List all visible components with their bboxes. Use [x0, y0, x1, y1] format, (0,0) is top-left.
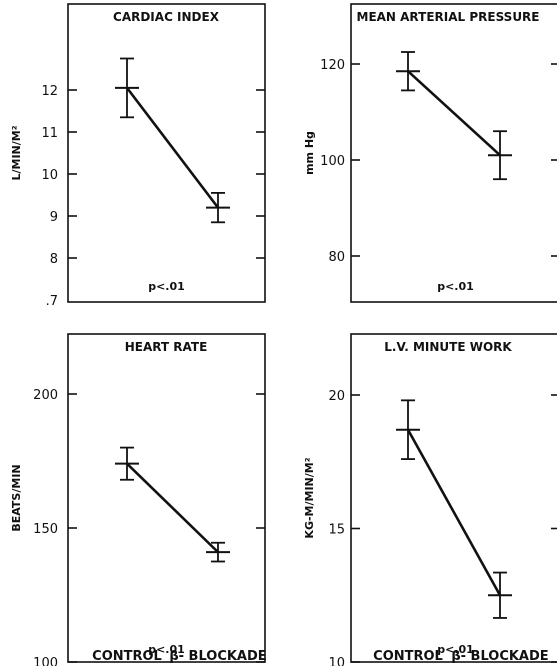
y-tick-label: 11	[41, 126, 58, 141]
y-tick-label: 20	[328, 389, 345, 404]
x-category-label: CONTROL	[92, 649, 162, 664]
panel-4: 10 15 20 L.V. MINUTE WORK KG-M/MIN/M² p<.01	[303, 333, 557, 666]
y-axis-label: KG-M/MIN/M²	[303, 457, 316, 538]
y-tick-label: 200	[33, 388, 58, 403]
chart-title: HEART RATE	[125, 340, 208, 354]
plot-frame	[350, 3, 557, 303]
y-axis-label: BEATS/MIN	[10, 464, 23, 531]
panel-3: 100 150 200 HEART RATE BEATS/MIN p<.01	[10, 333, 266, 666]
x-category-label: β- BLOCKADE	[451, 649, 548, 664]
panel-1: 8 9 10 11 12 .7 CARDIAC INDEX L/MIN/M² p<.01	[10, 3, 266, 309]
x-category-label: CONTROL	[373, 649, 443, 664]
series-line	[126, 462, 219, 554]
plot-frame	[67, 333, 266, 663]
y-tick-label: 8	[50, 252, 58, 267]
p-value-annotation: p<.01	[437, 643, 474, 656]
chart-title: MEAN ARTERIAL PRESSURE	[357, 10, 540, 24]
y-tick-label: 100	[320, 154, 345, 169]
y-tick-label: 80	[328, 250, 345, 265]
y-tick-label: 120	[320, 58, 345, 73]
p-value-annotation: p<.01	[437, 280, 474, 293]
panel-2: 80 100 120 MEAN ARTERIAL PRESSURE mm Hg p<.01	[303, 3, 557, 303]
series-line	[406, 429, 502, 596]
y-tick-label: .7	[46, 294, 58, 309]
plot-frame	[67, 3, 266, 303]
y-tick-label: 10	[328, 656, 345, 666]
plot-frame	[350, 333, 557, 663]
y-tick-label: 150	[33, 522, 58, 537]
y-tick-label: 100	[33, 656, 58, 666]
chart-title: CARDIAC INDEX	[113, 10, 220, 24]
series-line	[407, 70, 501, 157]
y-axis-label: mm Hg	[303, 131, 316, 175]
y-tick-label: 12	[41, 84, 58, 99]
y-tick-label: 9	[50, 210, 58, 225]
x-category-label: β- BLOCKADE	[169, 649, 266, 664]
p-value-annotation: p<.01	[148, 280, 185, 293]
p-value-annotation: p<.01	[148, 643, 185, 656]
chart-title: L.V. MINUTE WORK	[384, 340, 512, 354]
y-tick-label: 15	[328, 523, 345, 538]
y-tick-label: 10	[41, 168, 58, 183]
series-line	[125, 87, 220, 209]
y-axis-label: L/MIN/M²	[10, 125, 23, 180]
